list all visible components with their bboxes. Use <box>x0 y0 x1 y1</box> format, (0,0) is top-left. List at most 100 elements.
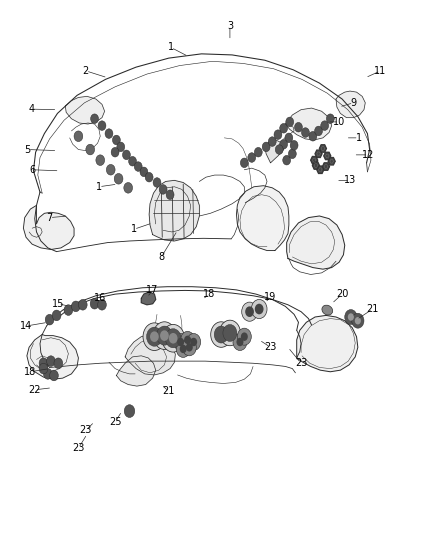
Circle shape <box>176 341 190 358</box>
Circle shape <box>345 310 357 325</box>
Text: 12: 12 <box>362 150 374 160</box>
Circle shape <box>129 157 137 166</box>
Polygon shape <box>328 158 335 165</box>
Circle shape <box>245 306 254 317</box>
Circle shape <box>241 333 248 341</box>
Circle shape <box>309 132 317 141</box>
Text: 1: 1 <box>356 133 362 143</box>
Text: 16: 16 <box>94 293 106 303</box>
Circle shape <box>39 364 48 374</box>
Circle shape <box>162 325 184 352</box>
Polygon shape <box>287 216 345 269</box>
Text: 8: 8 <box>158 252 164 262</box>
Circle shape <box>46 356 55 367</box>
Circle shape <box>237 338 244 346</box>
Polygon shape <box>297 316 358 372</box>
Circle shape <box>182 339 196 356</box>
Circle shape <box>180 345 187 353</box>
Circle shape <box>153 322 176 350</box>
Text: 5: 5 <box>25 144 31 155</box>
Circle shape <box>223 325 237 342</box>
Polygon shape <box>286 108 332 140</box>
Circle shape <box>45 314 54 325</box>
Text: 21: 21 <box>367 304 379 314</box>
Polygon shape <box>125 335 175 375</box>
Polygon shape <box>312 162 319 169</box>
Circle shape <box>186 343 193 352</box>
Circle shape <box>321 121 328 131</box>
Circle shape <box>143 323 166 351</box>
Circle shape <box>86 144 95 155</box>
Circle shape <box>156 326 172 345</box>
Text: 1: 1 <box>96 182 102 192</box>
Circle shape <box>106 165 115 175</box>
Circle shape <box>145 172 153 182</box>
Circle shape <box>274 130 282 140</box>
Circle shape <box>301 128 309 138</box>
Circle shape <box>285 133 293 143</box>
Circle shape <box>90 298 99 309</box>
Text: 23: 23 <box>80 425 92 435</box>
Circle shape <box>254 148 262 157</box>
Polygon shape <box>311 157 318 164</box>
Polygon shape <box>117 356 155 386</box>
Circle shape <box>219 320 240 346</box>
Circle shape <box>150 332 159 342</box>
Text: 13: 13 <box>344 175 356 185</box>
Circle shape <box>184 336 191 344</box>
Circle shape <box>49 370 58 381</box>
Circle shape <box>43 368 52 379</box>
Circle shape <box>288 149 296 159</box>
Circle shape <box>242 302 258 321</box>
Circle shape <box>71 301 80 312</box>
Circle shape <box>98 121 106 131</box>
Circle shape <box>166 190 174 199</box>
Circle shape <box>355 317 361 325</box>
Circle shape <box>348 313 354 321</box>
Circle shape <box>314 126 322 136</box>
Polygon shape <box>319 145 326 152</box>
Text: 9: 9 <box>350 98 357 108</box>
Circle shape <box>98 300 106 310</box>
Circle shape <box>39 358 48 368</box>
Polygon shape <box>141 292 155 305</box>
Circle shape <box>105 129 113 139</box>
Text: 23: 23 <box>295 358 307 368</box>
Circle shape <box>173 334 187 351</box>
Circle shape <box>147 327 162 346</box>
Circle shape <box>153 177 161 187</box>
Circle shape <box>237 328 251 345</box>
Circle shape <box>240 158 248 167</box>
Text: 3: 3 <box>227 21 233 31</box>
Circle shape <box>283 156 290 165</box>
Ellipse shape <box>322 305 332 315</box>
Circle shape <box>74 131 83 142</box>
Circle shape <box>294 123 302 132</box>
Text: 22: 22 <box>28 385 41 395</box>
Polygon shape <box>265 140 284 163</box>
Circle shape <box>255 304 264 314</box>
Text: 23: 23 <box>264 342 277 352</box>
Circle shape <box>111 148 119 157</box>
Text: 18: 18 <box>24 367 36 377</box>
Circle shape <box>268 137 276 147</box>
Text: 23: 23 <box>72 443 85 453</box>
Text: 19: 19 <box>265 292 277 302</box>
Polygon shape <box>65 96 105 124</box>
Circle shape <box>280 124 288 133</box>
Circle shape <box>159 184 167 194</box>
Circle shape <box>91 114 99 124</box>
Text: 17: 17 <box>146 286 159 295</box>
Text: 4: 4 <box>28 104 34 114</box>
Circle shape <box>123 150 131 160</box>
Circle shape <box>169 333 177 344</box>
Circle shape <box>113 135 120 145</box>
Text: 2: 2 <box>83 66 89 76</box>
Circle shape <box>114 173 123 184</box>
Circle shape <box>251 300 267 319</box>
Text: 20: 20 <box>336 289 348 299</box>
Text: 15: 15 <box>52 298 64 309</box>
Circle shape <box>180 332 194 349</box>
Circle shape <box>96 155 105 165</box>
Circle shape <box>262 142 270 152</box>
